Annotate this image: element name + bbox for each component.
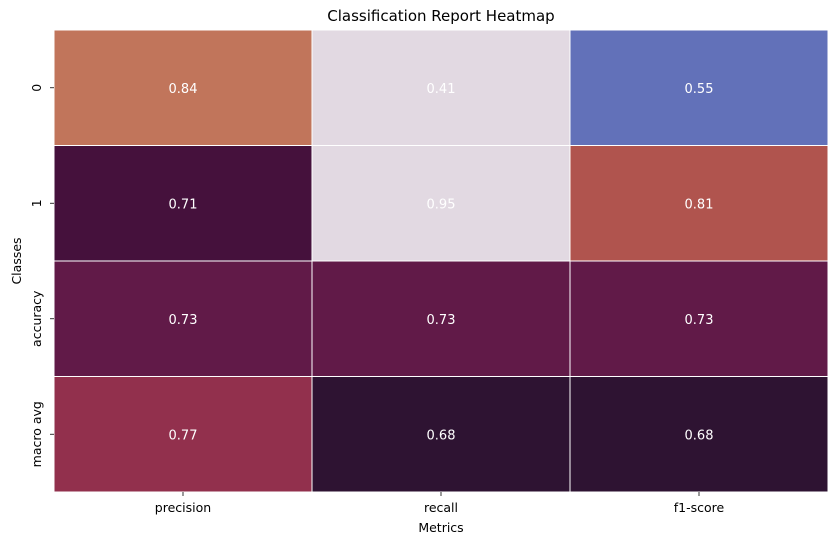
cell-value-label: 0.68	[685, 428, 714, 443]
heatmap-cell	[569, 376, 829, 493]
cell-value-label: 0.71	[169, 197, 198, 212]
x-tick-label: f1-score	[674, 500, 725, 515]
y-tick-label: macro avg	[29, 401, 44, 467]
cell-value-label: 0.73	[169, 313, 198, 328]
cell-value-label: 0.81	[685, 197, 714, 212]
heatmap-cell	[53, 29, 313, 146]
cell-value-label: 0.77	[169, 428, 198, 443]
heatmap-cell	[53, 145, 313, 262]
heatmap-cell	[569, 145, 829, 262]
heatmap-cells: 0.84 0.41 0.55 0.71 0.95 0.81 0.73 0.73 0.73 0.77…	[53, 29, 829, 493]
chart-title: Classification Report Heatmap	[327, 7, 554, 25]
y-tick-label: accuracy	[29, 290, 44, 347]
x-tick-label: precision	[155, 500, 211, 515]
y-tick-label: 1	[29, 199, 44, 207]
heatmap-cell	[53, 376, 313, 493]
heatmap-cell	[311, 29, 571, 146]
x-tick-label: recall	[424, 500, 458, 515]
cell-value-label: 0.84	[169, 82, 198, 97]
cell-value-label: 0.55	[685, 82, 714, 97]
y-axis-label: Classes	[9, 237, 24, 284]
heatmap-cell	[311, 145, 571, 262]
cell-value-label: 0.68	[427, 428, 456, 443]
heatmap-cell	[569, 29, 829, 146]
x-tick-labels: precision recall f1-score	[155, 492, 725, 515]
y-tick-label: 0	[29, 84, 44, 92]
cell-value-label: 0.73	[685, 313, 714, 328]
heatmap-cell	[311, 260, 571, 377]
y-tick-labels: 0 1 accuracy macro avg	[29, 84, 54, 467]
cell-value-label: 0.73	[427, 313, 456, 328]
cell-value-label: 0.41	[427, 82, 456, 97]
x-axis-label: Metrics	[418, 520, 463, 535]
heatmap-cell	[53, 260, 313, 377]
cell-value-label: 0.95	[427, 197, 456, 212]
